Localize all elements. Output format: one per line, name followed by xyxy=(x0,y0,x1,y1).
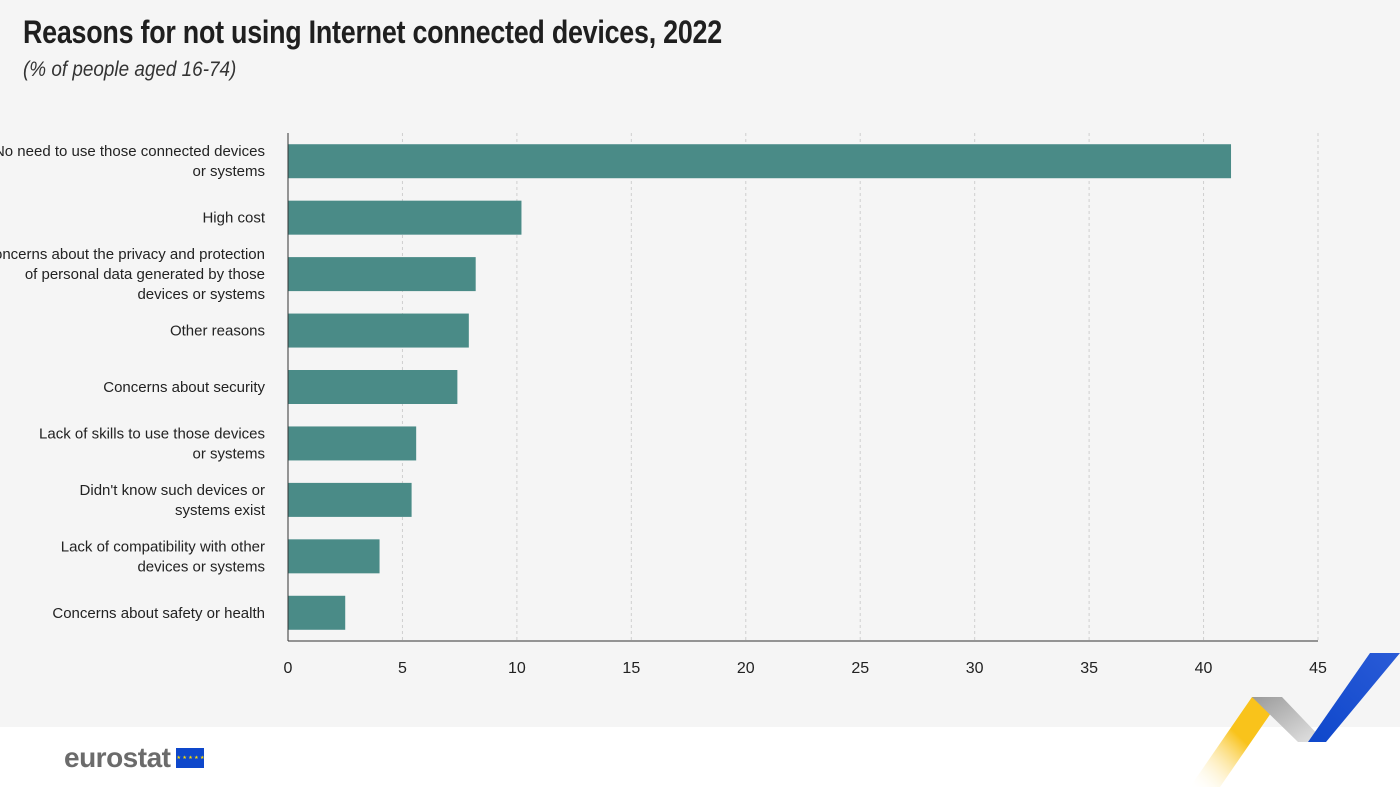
category-label-1: High cost xyxy=(202,210,265,227)
eu-flag-icon: ★ ★ ★ ★ ★ xyxy=(176,748,205,768)
bar-8[interactable] xyxy=(288,595,346,630)
bar-2[interactable] xyxy=(288,257,476,292)
x-tick-label-30: 30 xyxy=(966,660,984,677)
category-label-line: Concerns about security xyxy=(103,379,265,396)
bar-chart: No need to use those connected devices or… xyxy=(0,133,1327,677)
category-label-3: Other reasons xyxy=(170,323,265,340)
bar-6[interactable] xyxy=(288,482,412,517)
bar-7[interactable] xyxy=(288,539,380,574)
category-label-line: or systems xyxy=(192,163,265,180)
logo-text: eurostat xyxy=(64,742,171,773)
bar-0[interactable] xyxy=(288,144,1232,179)
category-label-line: systems exist xyxy=(175,502,266,519)
x-tick-label-10: 10 xyxy=(508,660,526,677)
category-label-line: Other reasons xyxy=(170,323,265,340)
x-tick-label-20: 20 xyxy=(737,660,755,677)
category-label-7: Lack of compatibility with other devices … xyxy=(61,538,265,575)
category-label-5: Lack of skills to use those devices or sy… xyxy=(39,425,265,462)
category-label-6: Didn't know such devices or systems exist xyxy=(80,482,266,519)
category-label-line: Lack of skills to use those devices xyxy=(39,425,265,442)
category-label-line: Concerns about safety or health xyxy=(52,605,265,622)
category-label-line: Concerns about the privacy and protectio… xyxy=(0,246,265,263)
category-label-4: Concerns about security xyxy=(103,379,265,396)
bar-4[interactable] xyxy=(288,370,458,404)
x-tick-label-5: 5 xyxy=(398,660,407,677)
x-tick-label-25: 25 xyxy=(851,660,869,677)
x-tick-label-0: 0 xyxy=(284,660,293,677)
chart-panel xyxy=(0,0,1400,727)
x-tick-label-15: 15 xyxy=(622,660,640,677)
x-tick-label-40: 40 xyxy=(1195,660,1213,677)
category-label-line: No need to use those connected devices xyxy=(0,143,265,160)
category-label-0: No need to use those connected devices or… xyxy=(0,143,265,180)
bar-5[interactable] xyxy=(288,426,417,461)
category-label-line: or systems xyxy=(192,445,265,462)
eurostat-logo[interactable]: eurostat ★ ★ ★ ★ ★ xyxy=(64,741,205,775)
x-tick-label-45: 45 xyxy=(1309,660,1327,677)
category-label-line: High cost xyxy=(202,210,265,227)
eurostat-ribbon-graphic xyxy=(1190,653,1400,787)
bar-3[interactable] xyxy=(288,313,469,348)
category-label-line: Lack of compatibility with other xyxy=(61,538,265,555)
bar-1[interactable] xyxy=(288,200,522,235)
x-tick-label-35: 35 xyxy=(1080,660,1098,677)
category-label-8: Concerns about safety or health xyxy=(52,605,265,622)
chart-subtitle: (% of people aged 16-74) xyxy=(23,58,237,81)
category-label-line: devices or systems xyxy=(137,558,265,575)
category-label-line: of personal data generated by those xyxy=(25,266,265,283)
category-label-line: Didn't know such devices or xyxy=(80,482,265,499)
chart-title: Reasons for not using Internet connected… xyxy=(23,14,722,50)
category-label-line: devices or systems xyxy=(137,286,265,303)
category-label-2: Concerns about the privacy and protectio… xyxy=(0,246,265,303)
